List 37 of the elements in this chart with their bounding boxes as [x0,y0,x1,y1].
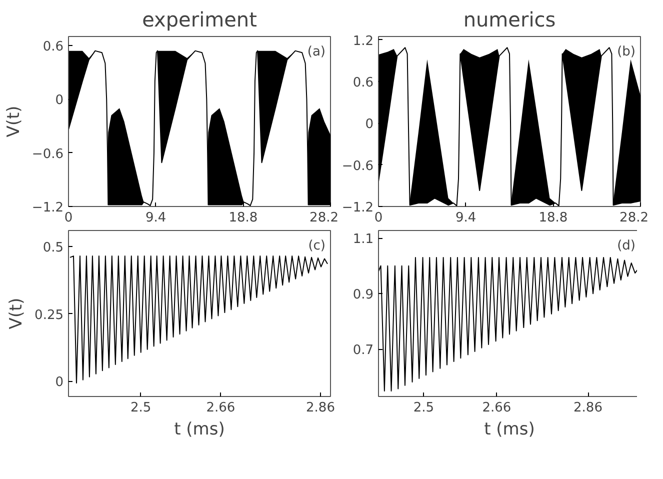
x-tick-label: 2.86 [306,400,335,416]
x-tick-label: 2.66 [482,400,512,416]
x-tick-label: 18.8 [228,210,258,226]
chart-title: numerics [463,8,556,32]
y-tick-label: 1.1 [352,232,374,248]
x-tick-label: 2.86 [574,400,602,416]
x-tick-label: 2.66 [206,400,236,416]
x-tick-label: 2.5 [130,400,152,416]
annotation: (d) [617,238,636,254]
y-tick-label: 0.6 [352,76,374,91]
x-tick-label: 28.2 [620,210,649,226]
y-tick-label: 0.25 [34,308,64,323]
y-tick-label: 0.7 [352,343,374,358]
x-tick-label: 9.4 [145,210,166,226]
x-tick-label: 9.4 [455,210,476,226]
chart-title: experiment [142,8,258,32]
y-tick-label: 0 [365,117,374,132]
y-tick-label: 1.2 [352,34,374,49]
x-axis-title: t (ms) [174,420,225,440]
y-tick-label: 0.9 [352,288,374,303]
y-axis-title: V(t) [6,298,27,330]
y-tick-label: −0.6 [32,146,64,162]
x-tick-label: 18.8 [538,210,568,226]
y-tick-label: −1.2 [342,200,374,216]
x-tick-label: 2.5 [413,400,434,416]
y-tick-label: 0.5 [42,240,64,256]
y-axis-title: V(t) [4,106,24,138]
annotation: (a) [307,44,326,60]
y-tick-label: 0 [55,93,64,108]
y-tick-label: −1.2 [32,200,64,216]
annotation: (c) [308,238,326,254]
y-tick-label: 0.6 [42,39,64,54]
annotation: (b) [617,44,636,60]
y-tick-label: −0.6 [342,158,374,174]
x-axis-title: t (ms) [484,420,535,440]
x-tick-label: 28.2 [310,210,339,226]
y-tick-label: 0 [55,375,64,390]
